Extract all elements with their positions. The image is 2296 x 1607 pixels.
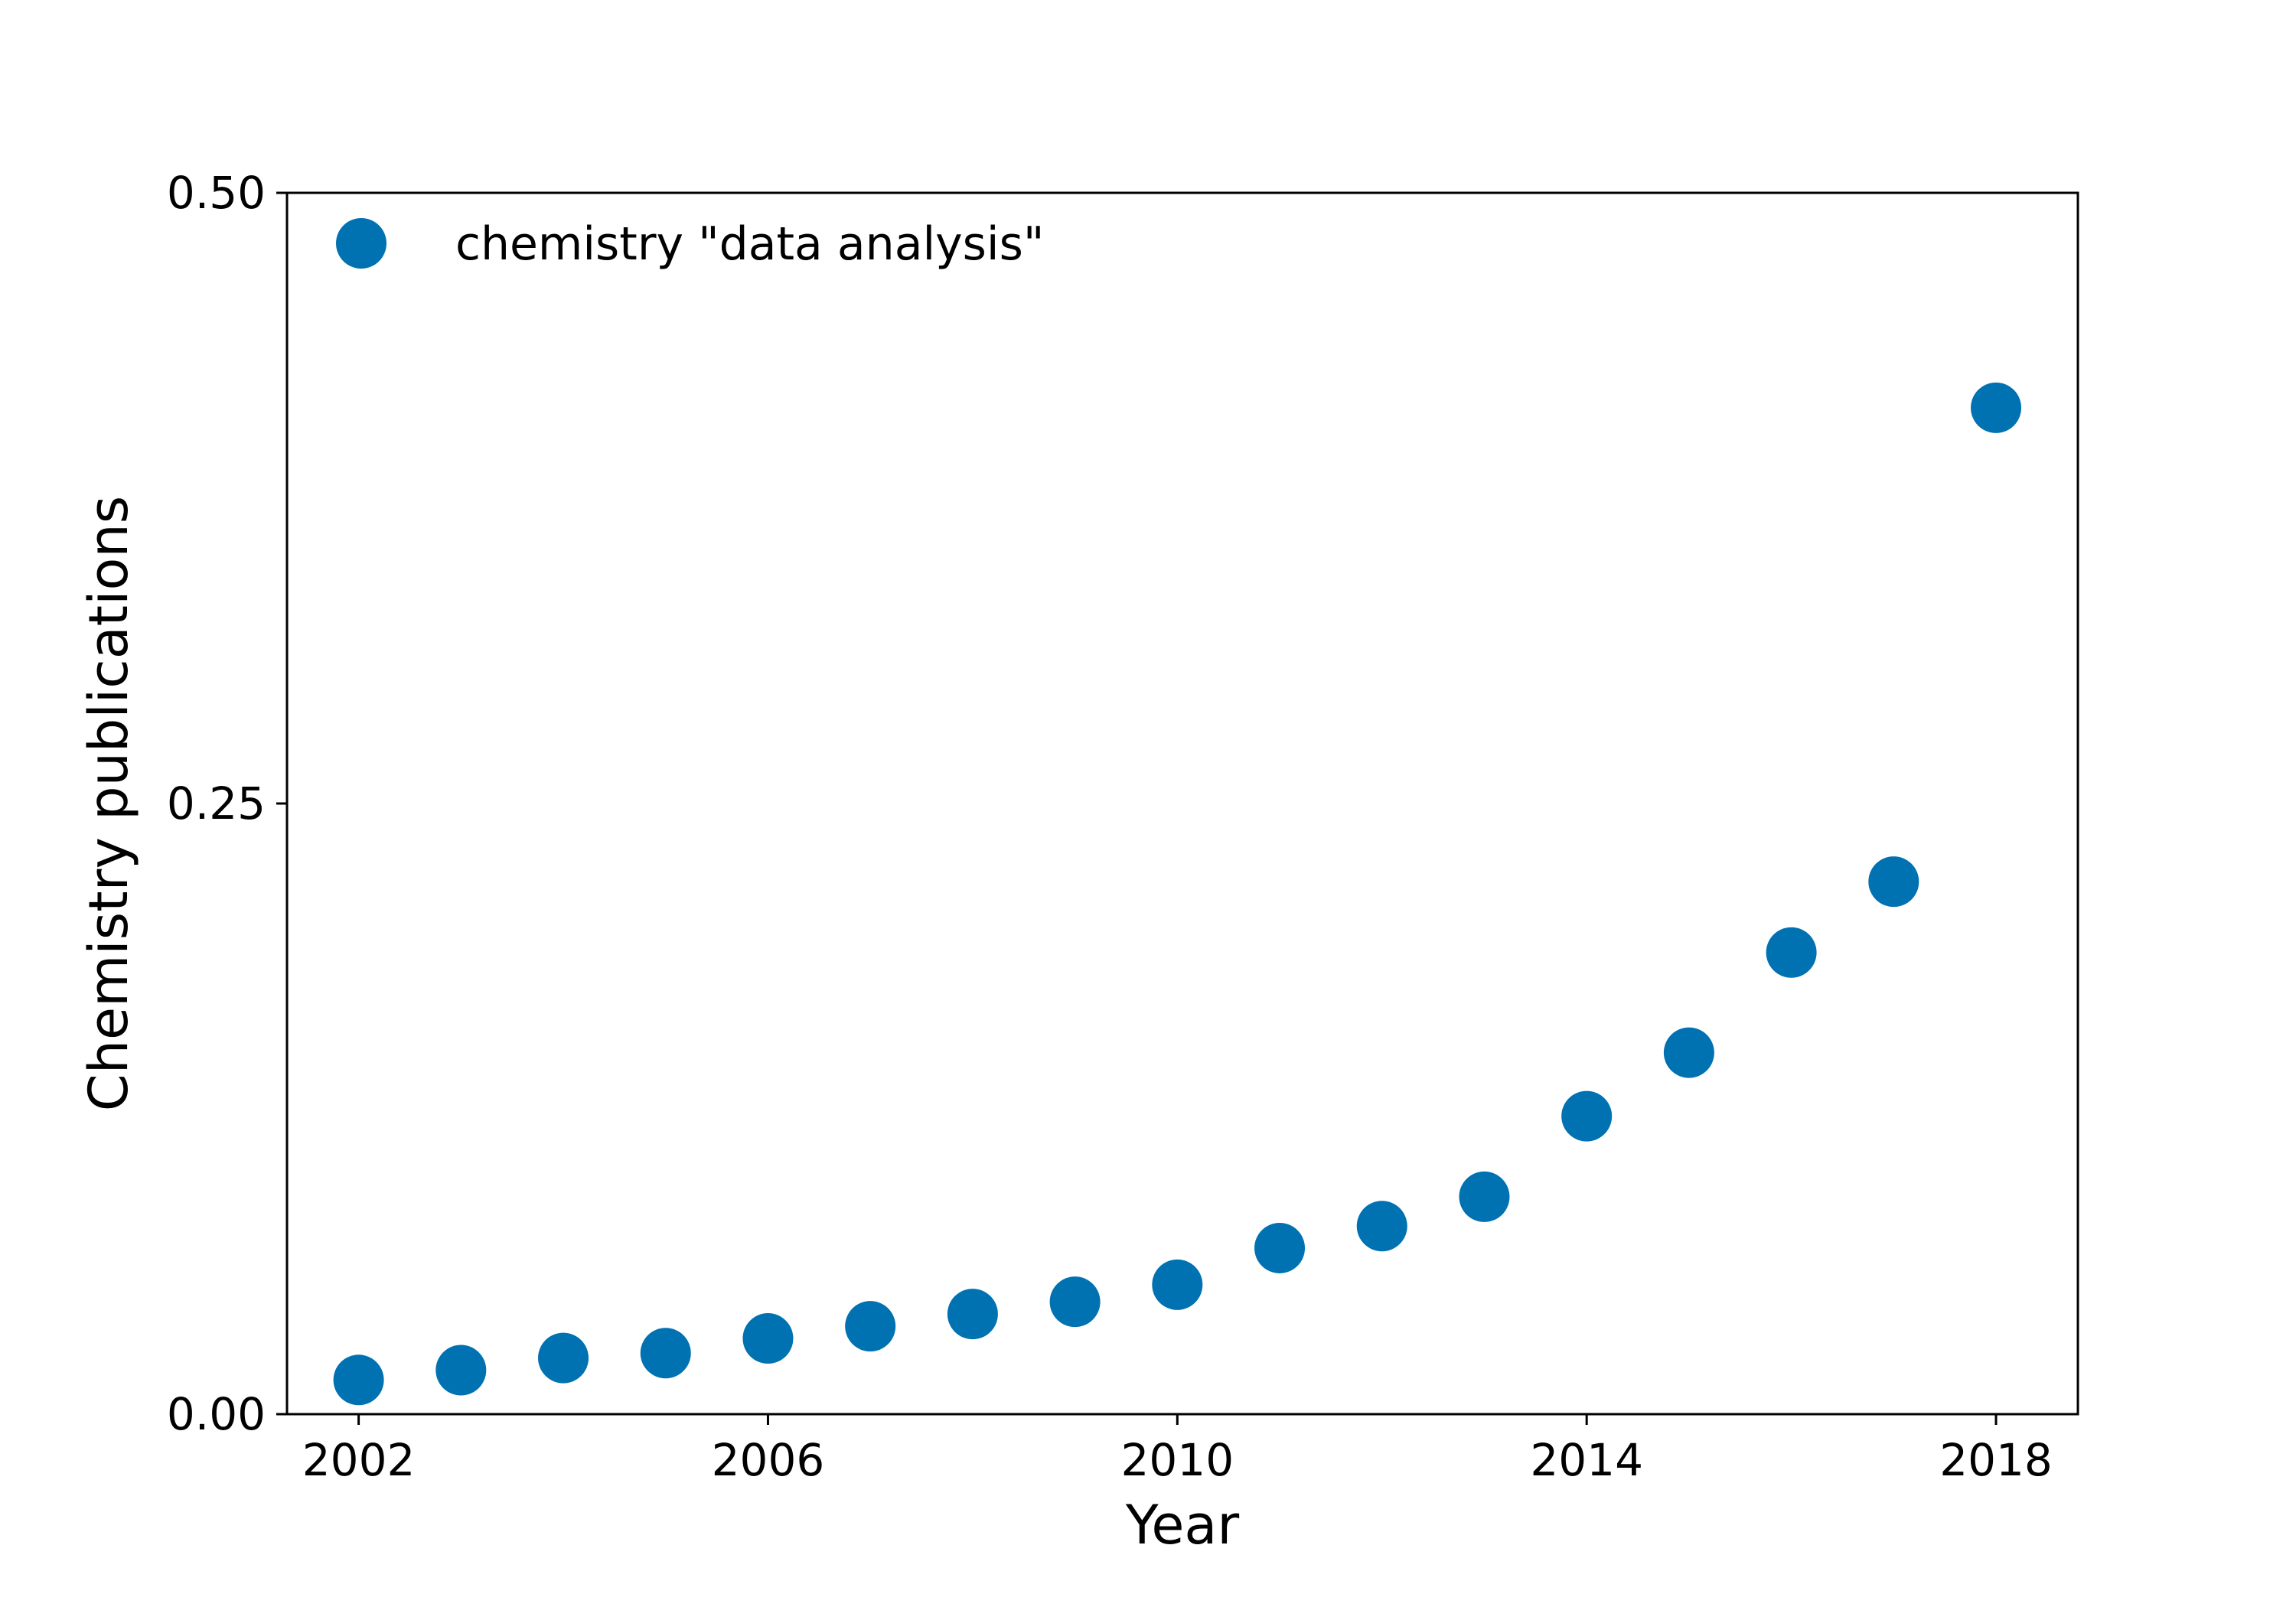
y-tick-label: 0.25 — [167, 777, 266, 830]
x-tick-label: 2010 — [1121, 1434, 1234, 1486]
x-tick-label: 2002 — [302, 1434, 416, 1486]
legend-label: chemistry "data analysis" — [455, 217, 1044, 271]
y-tick-label: 0.00 — [167, 1388, 266, 1440]
x-tick-label: 2018 — [1939, 1434, 2053, 1486]
y-tick-label: 0.50 — [167, 167, 266, 219]
data-point — [538, 1332, 589, 1384]
legend-marker — [336, 218, 386, 269]
ticks-layer: 2002 2006 2010 2014 2018 0.00 0.25 0.50 — [167, 167, 2053, 1486]
data-point — [1459, 1171, 1510, 1222]
data-point — [1561, 1090, 1613, 1142]
y-axis-label: Chemistry publications — [77, 496, 140, 1111]
x-tick-label: 2006 — [712, 1434, 825, 1486]
legend: chemistry "data analysis" — [336, 217, 1044, 271]
data-point — [1152, 1259, 1203, 1310]
x-axis-label: Year — [1125, 1494, 1239, 1556]
x-tick-label: 2014 — [1530, 1434, 1643, 1486]
data-point — [742, 1313, 794, 1364]
data-point — [1663, 1027, 1714, 1078]
data-point — [845, 1301, 896, 1352]
data-point — [333, 1354, 384, 1406]
data-point — [1766, 927, 1817, 978]
data-point — [947, 1289, 998, 1340]
points-layer — [333, 382, 2022, 1406]
data-point — [1868, 856, 1919, 908]
data-point — [1971, 382, 2022, 433]
data-point — [1356, 1201, 1407, 1252]
data-point — [1049, 1276, 1101, 1328]
data-point — [640, 1328, 691, 1379]
plot-frame — [285, 191, 2079, 1416]
data-point — [435, 1345, 487, 1396]
data-point — [1254, 1222, 1306, 1273]
